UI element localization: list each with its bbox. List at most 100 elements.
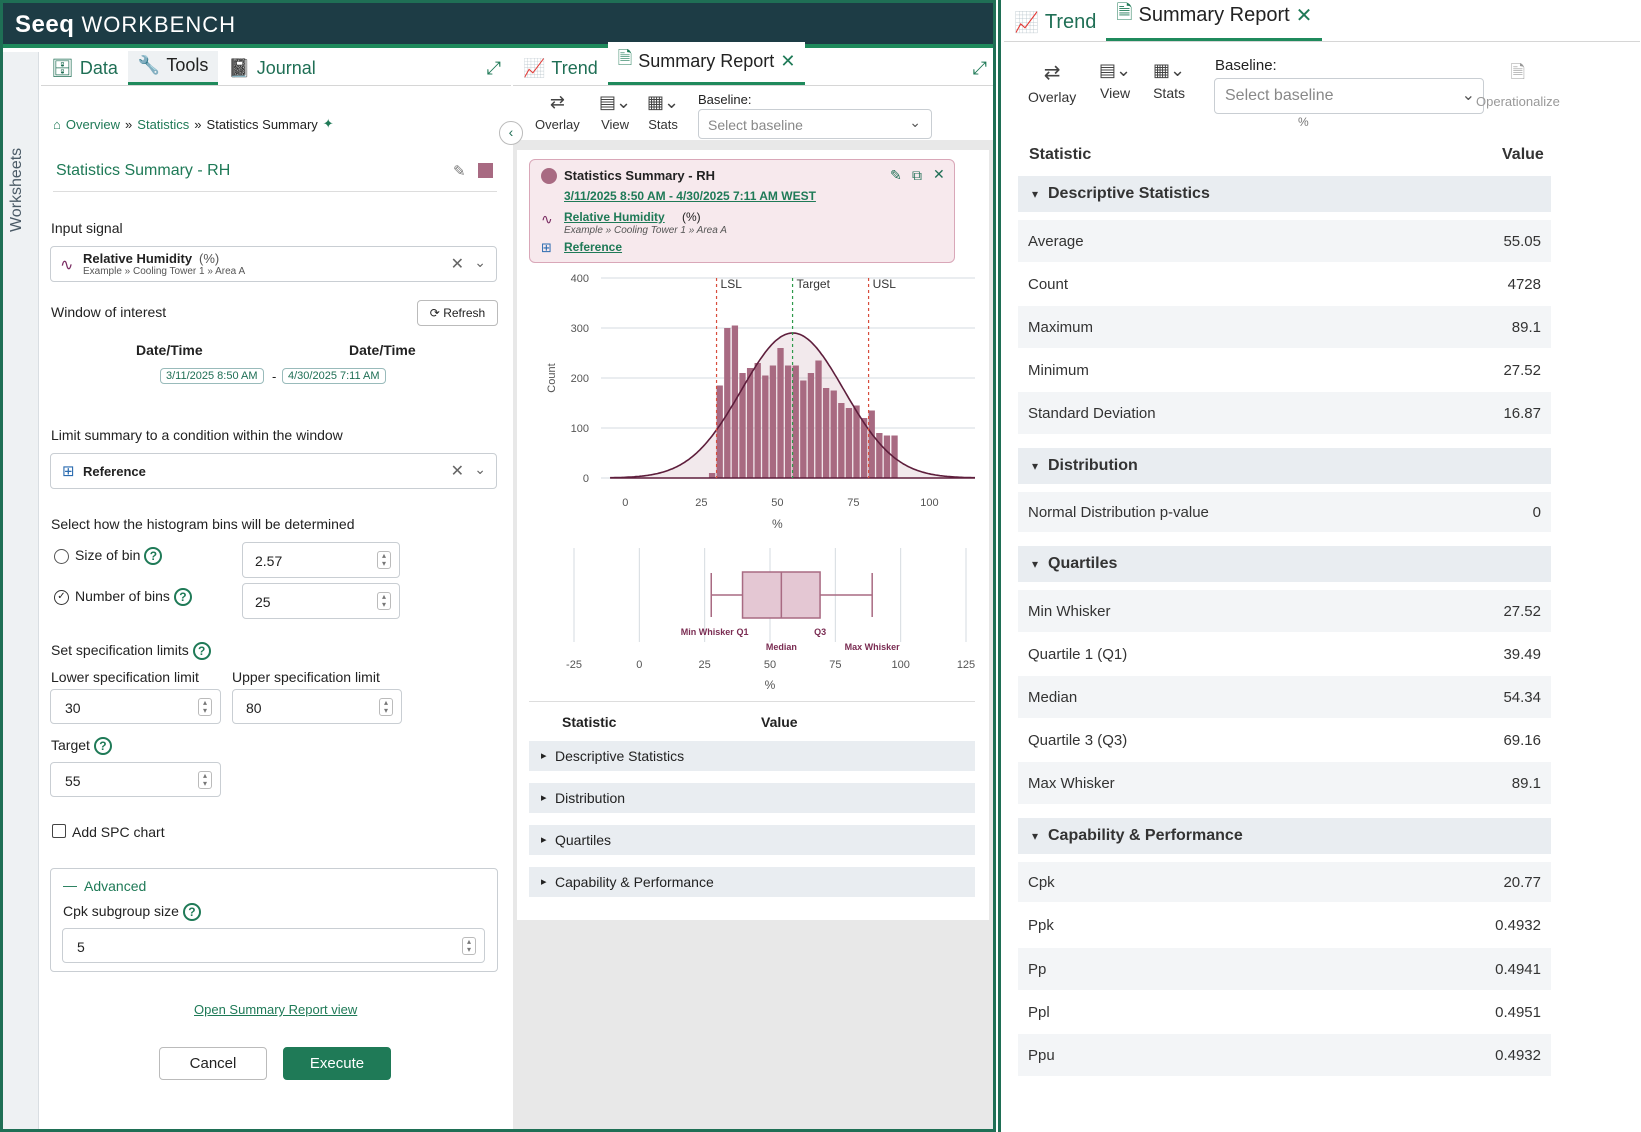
close-icon[interactable]: ✕ — [780, 50, 796, 71]
spec-line-label: USL — [873, 277, 897, 291]
chevron-down-icon[interactable]: ⌄ — [1461, 87, 1475, 104]
chevron-down-icon[interactable]: ⌄ — [909, 114, 921, 130]
stats-button[interactable]: ▦⌄ Stats — [647, 92, 680, 132]
cpk-value: 5 — [77, 939, 85, 955]
collapse-icon[interactable]: — — [63, 877, 77, 893]
breadcrumb-current: Statistics Summary — [206, 116, 318, 132]
section-quartiles[interactable]: Quartiles — [1018, 546, 1551, 582]
view-button[interactable]: ▤⌄ View — [599, 92, 632, 132]
help-icon[interactable]: ? — [144, 547, 163, 566]
tab-tools[interactable]: 🔧 Tools — [127, 51, 219, 85]
card-color-dot — [541, 168, 557, 184]
trend-icon: 📈 — [523, 58, 546, 78]
condition-name: Reference — [83, 464, 146, 479]
start-date-input[interactable]: 3/11/2025 8:50 AM — [160, 368, 264, 384]
tab-data[interactable]: 🗄 Data — [51, 58, 118, 78]
open-summary-report-link[interactable]: Open Summary Report view — [194, 1002, 358, 1017]
chevron-down-icon[interactable]: ⌄ — [474, 254, 486, 270]
x-tick-label: 75 — [847, 497, 859, 509]
cancel-button[interactable]: Cancel — [159, 1047, 267, 1080]
target-input[interactable]: 55 ▴ ▾ — [50, 762, 221, 797]
end-date-input[interactable]: 4/30/2025 7:11 AM — [282, 368, 386, 384]
view-button[interactable]: ▤⌄ View — [1099, 60, 1132, 101]
spc-checkbox[interactable] — [52, 824, 66, 838]
card-date-range[interactable]: 3/11/2025 8:50 AM - 4/30/2025 7:11 AM WE… — [564, 189, 816, 203]
breadcrumb-overview[interactable]: Overview — [65, 116, 121, 132]
section-descriptive-statistics[interactable]: Descriptive Statistics — [1018, 176, 1551, 212]
clear-icon[interactable]: ✕ — [450, 463, 464, 480]
stepper-icon[interactable]: ▴ ▾ — [462, 937, 476, 955]
usl-input[interactable]: 80 ▴ ▾ — [232, 689, 402, 724]
report-icon: 🗎 — [617, 48, 633, 68]
tab-journal[interactable]: 📓 Journal — [228, 58, 316, 78]
baseline-select[interactable]: Select baseline ⌄ — [698, 109, 932, 139]
worksheets-vertical-tab[interactable]: Worksheets — [3, 52, 39, 1129]
cpk-input[interactable]: 5 ▴ ▾ — [62, 928, 485, 963]
size-of-bin-radio[interactable] — [54, 549, 69, 564]
card-condition[interactable]: Reference — [564, 240, 623, 254]
expand-icon[interactable]: ⤢ — [972, 58, 987, 78]
tab-trend[interactable]: 📈 Trend — [523, 58, 598, 78]
number-of-bins-value: 25 — [255, 594, 271, 610]
help-icon[interactable]: ? — [173, 588, 192, 607]
expand-icon[interactable]: ⤢ — [486, 58, 501, 78]
card-signal-name[interactable]: Relative Humidity — [564, 210, 665, 224]
section-capability-performance[interactable]: Capability & Performance — [1018, 818, 1551, 854]
condition-icon: ⊞ — [62, 463, 75, 480]
section-capability-performance[interactable]: Capability & Performance — [529, 867, 975, 897]
stepper-icon[interactable]: ▴ ▾ — [198, 771, 212, 789]
help-icon[interactable]: ? — [93, 737, 112, 756]
swap-icon: ⇄ — [1043, 62, 1061, 84]
sparkle-icon[interactable]: ✦ — [322, 116, 334, 131]
view-icon: ▤⌄ — [1099, 60, 1132, 80]
lsl-input[interactable]: 30 ▴ ▾ — [50, 689, 221, 724]
operationalize-button[interactable]: 🗎 Operationalize — [1476, 62, 1560, 109]
table-row: Quartile 3 (Q3) 69.16 — [1028, 731, 1541, 749]
histogram-bar — [724, 328, 731, 478]
stepper-icon[interactable]: ▴ ▾ — [377, 592, 391, 610]
breadcrumb-statistics[interactable]: Statistics — [137, 116, 190, 132]
color-swatch[interactable] — [478, 163, 493, 178]
number-of-bins-input[interactable]: 25 ▴ ▾ — [242, 583, 400, 619]
overlay-button[interactable]: ⇄ Overlay — [535, 92, 580, 132]
top-bar: Seeq WORKBENCH — [3, 3, 993, 48]
tool-title[interactable]: Statistics Summary - RH — [56, 162, 231, 179]
section-descriptive-statistics[interactable]: Descriptive Statistics — [529, 741, 975, 771]
number-of-bins-radio[interactable]: ✓ — [54, 590, 69, 605]
tab-trend[interactable]: 📈 Trend — [1014, 11, 1097, 34]
stepper-icon[interactable]: ▴ ▾ — [377, 551, 391, 569]
baseline-label: Baseline: — [698, 92, 752, 107]
number-of-bins-label: Number of bins? — [75, 588, 192, 607]
tab-summary-report[interactable]: 🗎 Summary Report ✕ — [607, 42, 806, 85]
histogram-bar — [845, 408, 853, 478]
table-row: Ppu 0.4932 — [1018, 1034, 1551, 1076]
baseline-select[interactable]: Select baseline ⌄ — [1214, 78, 1484, 114]
pencil-icon[interactable]: ✎ — [890, 167, 902, 183]
section-distribution[interactable]: Distribution — [1018, 448, 1551, 484]
chevron-down-icon[interactable]: ⌄ — [474, 461, 486, 477]
section-quartiles[interactable]: Quartiles — [529, 825, 975, 855]
size-of-bin-input[interactable]: 2.57 ▴ ▾ — [242, 542, 400, 578]
refresh-button[interactable]: ⟳ Refresh — [417, 300, 498, 326]
collapse-panel-icon[interactable]: ‹ — [499, 121, 523, 145]
input-signal-select[interactable]: ∿ Relative Humidity (%) Example » Coolin… — [50, 246, 497, 282]
condition-select[interactable]: ⊞ Reference ✕ ⌄ — [50, 453, 497, 489]
section-distribution[interactable]: Distribution — [529, 783, 975, 813]
window-label: Window of interest — [51, 304, 167, 320]
stats-button[interactable]: ▦⌄ Stats — [1153, 60, 1186, 101]
help-icon[interactable]: ? — [182, 903, 201, 922]
copy-icon[interactable]: ⧉ — [912, 167, 922, 183]
overlay-button[interactable]: ⇄ Overlay — [1028, 62, 1077, 105]
help-icon[interactable]: ? — [192, 642, 211, 661]
advanced-toggle[interactable]: Advanced — [84, 878, 147, 894]
clear-icon[interactable]: ✕ — [450, 256, 464, 273]
close-icon[interactable]: ✕ — [1295, 4, 1313, 27]
stepper-icon[interactable]: ▴ ▾ — [379, 698, 393, 716]
close-icon[interactable]: ✕ — [933, 166, 945, 182]
pencil-icon[interactable]: ✎ — [453, 163, 466, 180]
stats-icon: ▦⌄ — [647, 92, 680, 112]
stepper-icon[interactable]: ▴ ▾ — [198, 698, 212, 716]
target-label: Target? — [51, 737, 112, 756]
tab-summary-report[interactable]: 🗎 Summary Report ✕ — [1106, 0, 1323, 41]
execute-button[interactable]: Execute — [283, 1047, 391, 1080]
